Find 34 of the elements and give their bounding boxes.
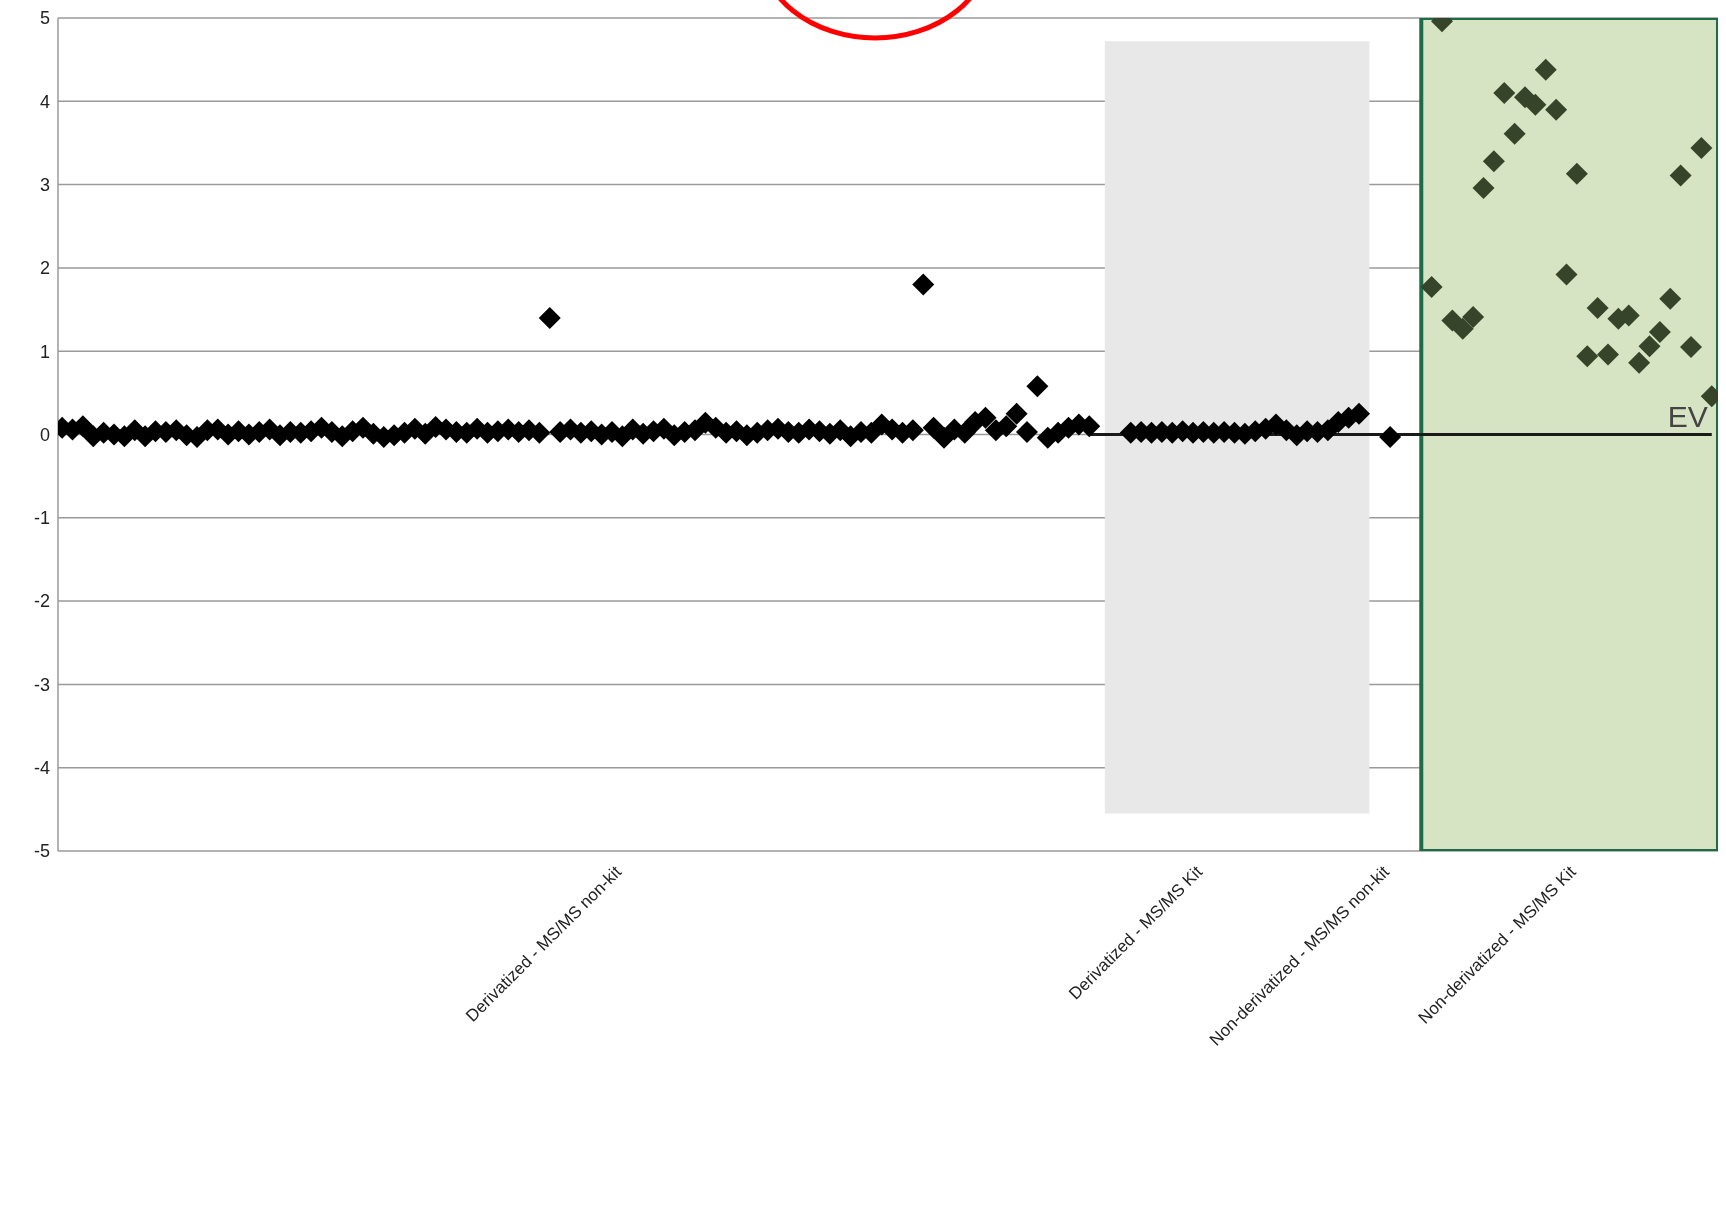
point [1503, 122, 1526, 145]
point [1462, 306, 1485, 329]
y-tick-label: -3 [33, 674, 50, 695]
point [1555, 263, 1578, 286]
point [1638, 335, 1661, 358]
y-tick-label: 5 [39, 8, 50, 29]
point [1648, 321, 1671, 344]
point [1565, 162, 1588, 185]
point [1482, 150, 1505, 173]
point [1451, 317, 1474, 340]
y-tick-label: 0 [39, 424, 50, 445]
y-tick-label: 4 [39, 91, 50, 112]
y-tick-label: -5 [33, 841, 50, 862]
point [1690, 136, 1713, 159]
y-tick-label: -4 [33, 758, 50, 779]
point [1669, 164, 1692, 187]
point [1493, 81, 1516, 104]
point [1586, 296, 1609, 319]
point [1659, 287, 1682, 310]
y-tick-label: -2 [33, 591, 50, 612]
y-tick-label: 1 [39, 341, 50, 362]
y-tick-label: -1 [33, 508, 50, 529]
point [1534, 58, 1557, 81]
point [1680, 336, 1703, 359]
y-tick-label: 3 [39, 174, 50, 195]
point [1524, 93, 1547, 116]
series-label: EV [1667, 399, 1708, 433]
y-tick-label: 2 [39, 258, 50, 279]
point [1597, 343, 1620, 366]
point [1420, 276, 1443, 299]
point [1628, 351, 1651, 374]
point [1472, 176, 1495, 199]
point [1576, 345, 1599, 368]
point [1545, 98, 1568, 121]
